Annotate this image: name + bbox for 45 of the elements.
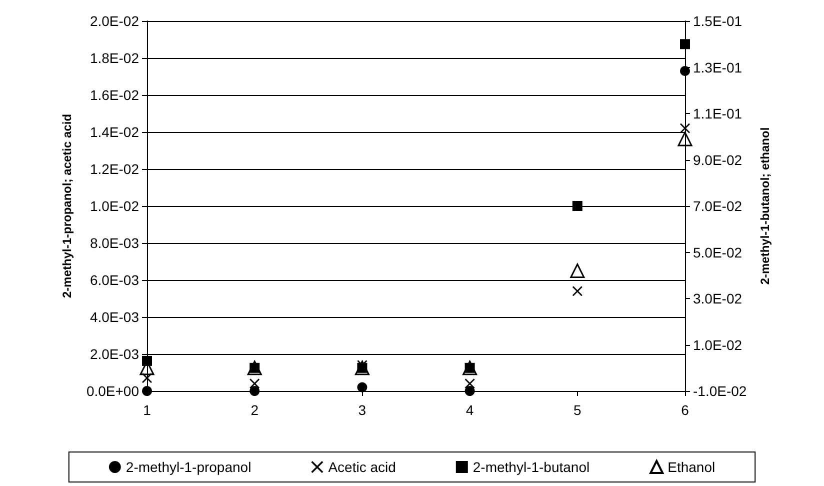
point [250,386,260,396]
y-axis-title: 2-methyl-1-propanol; acetic acid [60,114,74,298]
y2-tick-label: 3.0E-02 [693,290,742,306]
y-tick-label: 1.8E-02 [90,50,140,66]
y-tick-label: 4.0E-03 [90,309,140,325]
y-tick-label: 2.0E-03 [90,346,140,362]
y-tick-label: 1.4E-02 [90,124,140,140]
y2-tick-label: 9.0E-02 [693,152,742,168]
x-tick-label: 4 [466,402,474,418]
x-tick-label: 2 [250,402,259,418]
y-tick-label: 1.2E-02 [90,161,140,177]
x-tick-label: 6 [681,402,690,418]
legend-label: Ethanol [668,459,716,475]
x-tick-label: 5 [574,402,582,418]
x-tick-label: 3 [358,402,366,418]
y2-axis-title: 2-methyl-1-butanol; ethanol [758,127,772,285]
y2-tick-label: 5.0E-02 [693,244,742,260]
point [678,132,692,146]
legend-label: Acetic acid [328,459,396,475]
y-tick-label: 1.0E-02 [90,198,140,214]
point [357,382,368,392]
point [680,39,690,50]
point [464,386,475,396]
y-tick-label: 8.0E-03 [90,235,140,251]
y2-tick-label: 1.1E-01 [693,106,742,122]
point [572,286,582,296]
y2-tick-label: 1.0E-02 [693,336,742,353]
point [680,66,690,76]
y2-tick-label: 1.3E-01 [693,59,742,76]
legend-label: 2-methyl-1-propanol [126,459,252,475]
y2-tick-label: 7.0E-02 [693,198,742,214]
y2-tick-label: -1.0E-02 [693,383,747,399]
point [142,373,152,384]
y-tick-label: 1.6E-02 [90,87,140,103]
point [570,264,585,278]
y-tick-label: 6.0E-03 [90,272,140,288]
legend-label: 2-methyl-1-butanol [472,459,590,475]
x-tick-label: 1 [143,402,152,418]
point [680,123,690,134]
point [464,378,475,389]
y-tick-label: 0.0E+00 [86,383,140,399]
point [572,201,582,211]
y2-tick-label: 1.5E-01 [693,13,742,29]
y-tick-label: 2.0E-02 [90,13,140,29]
point [250,378,260,389]
